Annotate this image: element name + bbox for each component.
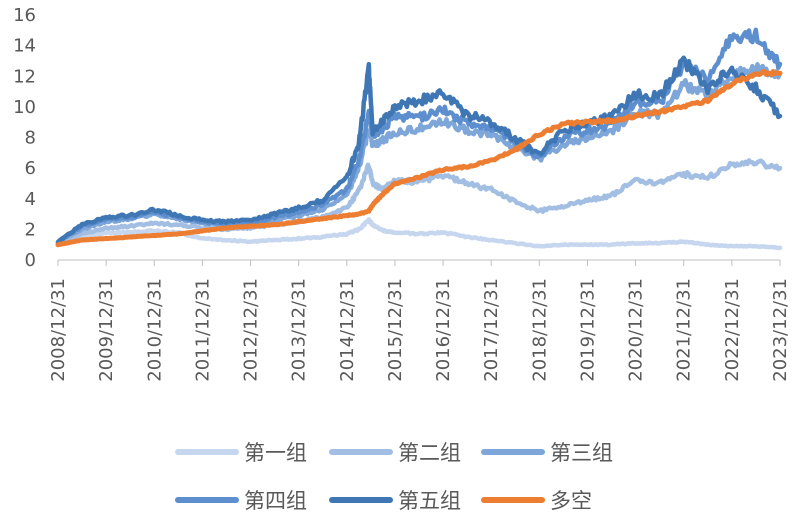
legend-label: 第二组 bbox=[398, 441, 461, 465]
legend-label: 第三组 bbox=[550, 441, 613, 465]
series-line-6 bbox=[55, 69, 783, 248]
x-tick-label: 2015/12/31 bbox=[385, 278, 406, 382]
legend-label: 多空 bbox=[550, 489, 592, 513]
series-line-2 bbox=[55, 158, 783, 246]
x-tick-label: 2017/12/31 bbox=[481, 278, 502, 382]
y-tick-label: 6 bbox=[25, 158, 36, 179]
series-line-5 bbox=[55, 55, 783, 245]
y-tick-label: 10 bbox=[13, 97, 36, 118]
y-tick-label: 2 bbox=[25, 219, 36, 240]
x-tick-label: 2010/12/31 bbox=[144, 278, 165, 382]
x-axis: 2008/12/31 2009/12/31 2010/12/31 2011/12/31… bbox=[48, 259, 791, 382]
x-tick-label: 2021/12/31 bbox=[674, 278, 695, 382]
x-tick-label: 2011/12/31 bbox=[192, 278, 213, 382]
x-tick-label: 2020/12/31 bbox=[626, 278, 647, 382]
x-tick-label: 2016/12/31 bbox=[433, 278, 454, 382]
x-tick-label: 2019/12/31 bbox=[577, 278, 598, 382]
x-tick-label: 2022/12/31 bbox=[722, 278, 743, 382]
y-axis: 0 2 4 6 8 10 12 14 16 bbox=[13, 5, 36, 271]
y-tick-label: 16 bbox=[13, 5, 36, 26]
x-tick-label: 2014/12/31 bbox=[337, 278, 358, 382]
x-tick-label: 2012/12/31 bbox=[241, 278, 262, 382]
y-tick-label: 0 bbox=[25, 250, 36, 271]
y-tick-label: 8 bbox=[25, 128, 36, 149]
legend-label: 第四组 bbox=[244, 489, 307, 513]
x-tick-label: 2023/12/31 bbox=[770, 278, 791, 382]
series-layer bbox=[55, 27, 783, 251]
legend-label: 第五组 bbox=[398, 489, 461, 513]
x-tick-label: 2018/12/31 bbox=[529, 278, 550, 382]
y-tick-label: 4 bbox=[25, 189, 36, 210]
x-tick-label: 2009/12/31 bbox=[96, 278, 117, 382]
legend-label: 第一组 bbox=[244, 441, 307, 465]
x-tick-label: 2013/12/31 bbox=[289, 278, 310, 382]
y-tick-label: 14 bbox=[13, 36, 36, 57]
x-tick-label: 2008/12/31 bbox=[48, 278, 69, 382]
series-line-1 bbox=[55, 217, 783, 251]
y-tick-label: 12 bbox=[13, 66, 36, 87]
